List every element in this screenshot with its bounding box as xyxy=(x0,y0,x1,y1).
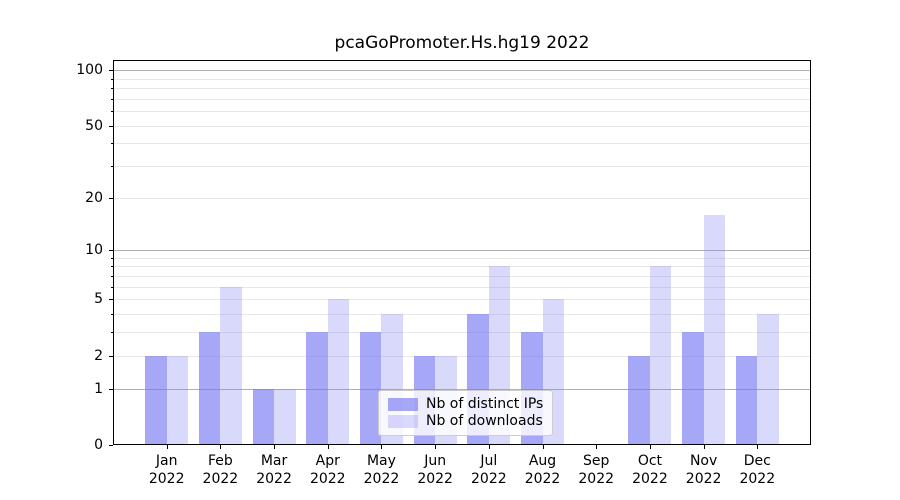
y-tick-label-5: 5 xyxy=(94,291,103,308)
gridline-minor-30 xyxy=(113,166,811,167)
bar-downloads-jan xyxy=(166,355,189,445)
y-minor-tick-90 xyxy=(111,78,113,80)
legend-entry-downloads: Nb of downloads xyxy=(388,413,543,430)
x-tick-mar xyxy=(274,445,276,449)
y-tick-label-10: 10 xyxy=(85,242,103,259)
x-tick-label-apr: Apr 2022 xyxy=(309,453,346,487)
gridline-minor-20 xyxy=(113,197,811,199)
gridline-minor-9 xyxy=(113,257,811,259)
y-tick-label-100: 100 xyxy=(76,62,103,79)
bar-distinct-ips-nov xyxy=(682,332,704,445)
gridline-minor-60 xyxy=(113,111,811,113)
y-minor-tick-70 xyxy=(111,98,113,100)
gridline-minor-5 xyxy=(113,299,811,301)
chart-title: pcaGoPromoter.Hs.hg19 2022 xyxy=(334,33,590,53)
gridline-minor-7 xyxy=(113,276,811,278)
gridline-minor-6 xyxy=(113,286,811,288)
gridline-major-10 xyxy=(113,250,811,252)
x-tick-label-nov: Nov 2022 xyxy=(685,453,722,487)
legend-label-distinct-ips: Nb of distinct IPs xyxy=(426,396,544,412)
bar-distinct-ips-may xyxy=(359,332,382,445)
gridline-major-1 xyxy=(113,388,811,390)
gridline-minor-40 xyxy=(113,143,811,145)
x-tick-dec xyxy=(757,445,759,449)
x-tick-label-may: May 2022 xyxy=(363,453,400,487)
legend-swatch-distinct-ips xyxy=(388,398,418,411)
y-minor-tick-60 xyxy=(111,111,113,113)
x-tick-label-aug: Aug 2022 xyxy=(524,453,561,487)
gridline-minor-90 xyxy=(113,78,811,80)
bar-distinct-ips-dec xyxy=(735,355,758,445)
y-tick-10 xyxy=(109,250,113,252)
gridline-minor-50 xyxy=(113,125,811,127)
x-tick-label-jul: Jul 2022 xyxy=(471,453,507,487)
legend: Nb of distinct IPs Nb of downloads xyxy=(378,390,554,436)
x-tick-label-mar: Mar 2022 xyxy=(256,453,292,487)
y-minor-tick-4 xyxy=(111,314,113,316)
x-tick-feb xyxy=(220,445,222,449)
bar-downloads-nov xyxy=(703,214,726,445)
plot-area xyxy=(113,60,811,445)
legend-swatch-downloads xyxy=(388,415,418,428)
bar-distinct-ips-jan xyxy=(145,355,167,445)
bar-distinct-ips-mar xyxy=(252,388,275,445)
y-minor-tick-3 xyxy=(111,332,113,334)
x-tick-label-jun: Jun 2022 xyxy=(417,453,453,487)
y-tick-label-20: 20 xyxy=(85,189,103,206)
y-minor-tick-9 xyxy=(111,257,113,259)
gridline-minor-4 xyxy=(113,314,811,316)
bar-downloads-dec xyxy=(757,314,779,445)
y-minor-tick-40 xyxy=(111,143,113,145)
x-tick-sep xyxy=(596,445,598,449)
legend-entry-distinct-ips: Nb of distinct IPs xyxy=(388,396,543,413)
y-minor-tick-30 xyxy=(111,166,113,167)
y-tick-20 xyxy=(109,197,113,199)
gridline-minor-70 xyxy=(113,98,811,100)
gridline-major-100 xyxy=(113,70,811,72)
y-tick-100 xyxy=(109,70,113,72)
y-minor-tick-7 xyxy=(111,276,113,278)
y-tick-0 xyxy=(109,445,113,446)
x-tick-label-jan: Jan 2022 xyxy=(148,453,185,487)
x-tick-jan xyxy=(166,445,168,449)
y-tick-1 xyxy=(109,388,113,390)
y-tick-label-50: 50 xyxy=(85,117,103,134)
y-tick-label-2: 2 xyxy=(94,347,103,364)
bar-downloads-feb xyxy=(220,286,242,445)
x-tick-label-oct: Oct 2022 xyxy=(632,453,668,487)
gridline-minor-3 xyxy=(113,332,811,334)
gridline-minor-2 xyxy=(113,355,811,357)
y-tick-label-0: 0 xyxy=(94,437,103,453)
bar-distinct-ips-feb xyxy=(198,332,221,445)
bar-downloads-oct xyxy=(649,266,672,445)
x-tick-jun xyxy=(435,445,437,449)
y-minor-tick-6 xyxy=(111,286,113,288)
x-tick-nov xyxy=(703,445,705,449)
y-tick-50 xyxy=(109,125,113,127)
bar-downloads-apr xyxy=(327,299,350,445)
legend-label-downloads: Nb of downloads xyxy=(426,413,543,429)
gridline-minor-8 xyxy=(113,266,811,268)
x-tick-label-dec: Dec 2022 xyxy=(739,453,776,487)
y-minor-tick-80 xyxy=(111,87,113,89)
x-tick-label-sep: Sep 2022 xyxy=(578,453,615,487)
x-tick-oct xyxy=(649,445,651,449)
x-tick-aug xyxy=(542,445,544,449)
y-tick-2 xyxy=(109,355,113,357)
gridline-minor-80 xyxy=(113,87,811,89)
x-tick-apr xyxy=(327,445,329,449)
x-tick-jul xyxy=(488,445,490,449)
x-tick-may xyxy=(381,445,383,449)
y-tick-5 xyxy=(109,299,113,301)
y-minor-tick-8 xyxy=(111,266,113,268)
bar-distinct-ips-oct xyxy=(628,355,650,445)
x-tick-label-feb: Feb 2022 xyxy=(202,453,239,487)
bar-downloads-mar xyxy=(274,388,296,445)
bar-distinct-ips-apr xyxy=(306,332,328,445)
y-tick-label-1: 1 xyxy=(94,380,103,397)
